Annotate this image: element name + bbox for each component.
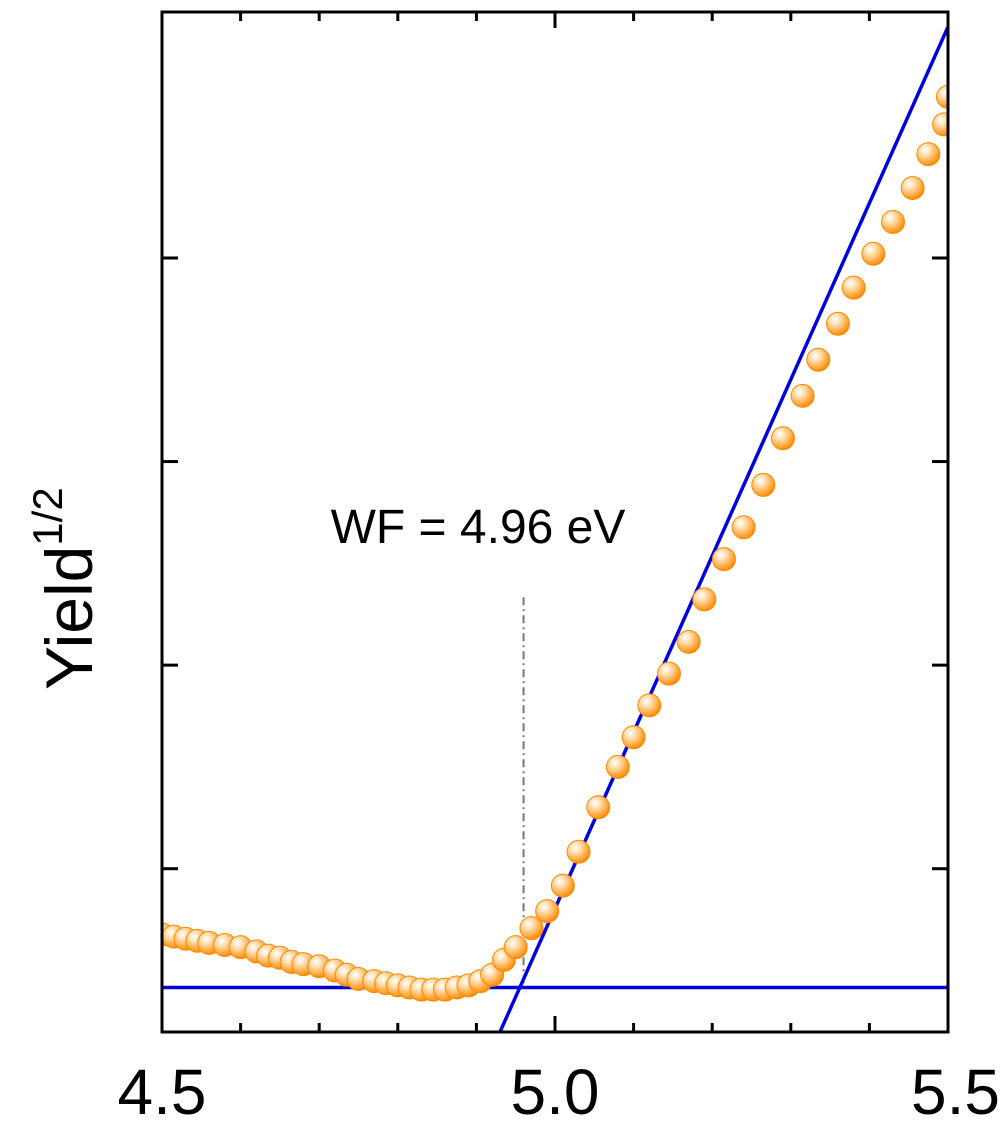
data-point <box>676 629 701 654</box>
data-point <box>731 515 756 540</box>
linear-fit-line <box>498 26 948 1032</box>
data-point <box>790 383 815 408</box>
data-point <box>566 839 591 864</box>
plot-area <box>162 26 948 1032</box>
data-point <box>880 209 905 234</box>
data-point <box>936 84 948 109</box>
data-point <box>503 935 528 960</box>
y-axis-label: Yield1/2 <box>24 487 106 690</box>
data-point <box>861 241 886 266</box>
data-point <box>656 661 681 686</box>
data-point <box>751 472 776 497</box>
data-point <box>900 176 925 201</box>
data-point <box>711 547 736 572</box>
data-point <box>535 899 560 924</box>
data-point <box>605 754 630 779</box>
x-tick-label: 4.5 <box>118 1056 207 1128</box>
x-tick-label: 5.5 <box>911 1056 1000 1128</box>
data-points-layer <box>162 84 948 1002</box>
svg-text:Yield1/2: Yield1/2 <box>24 487 106 690</box>
data-point <box>586 795 611 820</box>
data-point <box>519 916 544 941</box>
data-point <box>841 275 866 300</box>
data-point <box>916 142 941 167</box>
fit-lines-layer <box>162 26 948 1032</box>
data-point <box>550 873 575 898</box>
y-axis-label-main: Yield <box>32 546 106 690</box>
work-function-annotation: WF = 4.96 eV <box>331 501 626 554</box>
data-point <box>637 693 662 718</box>
data-point <box>825 311 850 336</box>
tick-labels-layer: 4.5 5.0 5.5 <box>118 1056 1000 1128</box>
data-point <box>692 587 717 612</box>
data-point <box>770 426 795 451</box>
data-point <box>806 347 831 372</box>
y-axis-label-superscript: 1/2 <box>24 487 71 545</box>
data-point <box>932 112 948 137</box>
x-tick-label: 5.0 <box>511 1056 600 1128</box>
ticks-layer <box>160 12 950 1032</box>
data-point <box>621 725 646 750</box>
